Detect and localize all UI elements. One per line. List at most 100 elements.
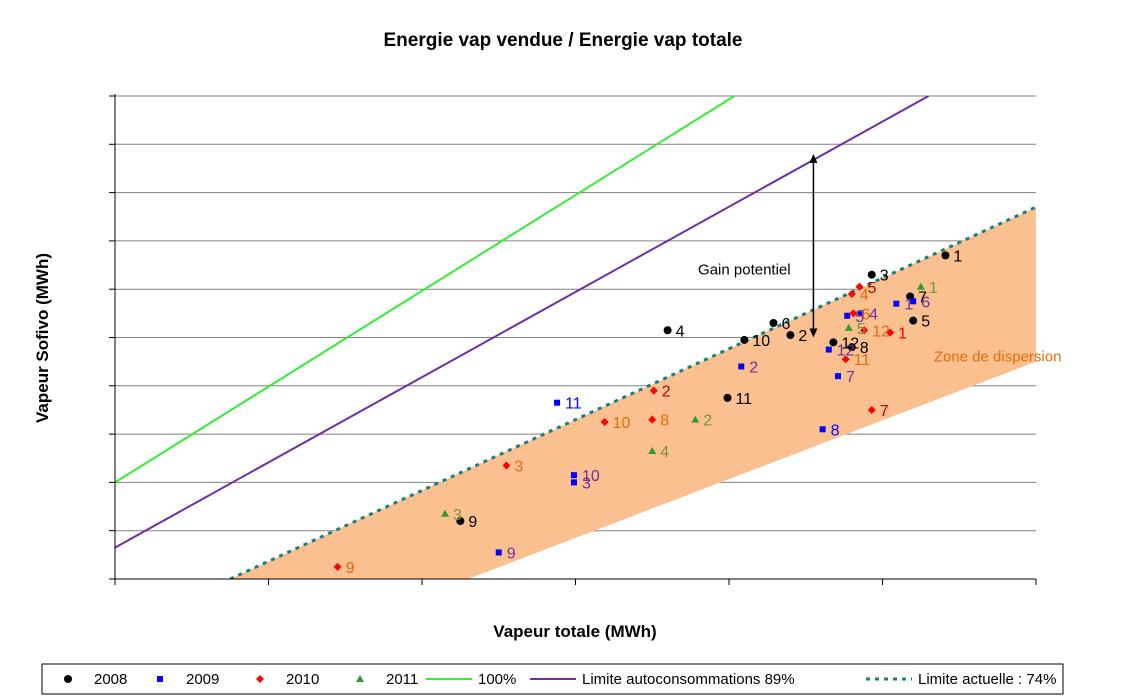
point-label: 1: [898, 326, 907, 343]
point-2010-4: [847, 290, 856, 299]
point-label: 5: [867, 280, 876, 297]
point-label: 3: [453, 507, 462, 524]
point-label: 6: [782, 316, 791, 333]
legend-label: 2011: [386, 671, 418, 688]
point-2009-2: [738, 363, 745, 370]
legend-label: 100%: [478, 671, 516, 688]
point-2011-2: [691, 415, 700, 423]
point-label: 2: [798, 328, 807, 345]
point-label: 7: [846, 369, 855, 386]
point-2010-10: [600, 418, 609, 427]
y-axis-label: Vapeur Sofivo (MWh): [33, 253, 52, 423]
point-2010-5: [855, 282, 864, 291]
point-2010-7: [867, 405, 876, 414]
point-2009-11: [554, 399, 561, 406]
reference-lines: [115, 96, 1036, 579]
point-label: 10: [752, 333, 770, 350]
point-2011-5: [844, 323, 853, 331]
point-2009-4: [858, 310, 865, 317]
point-2010-6: [849, 309, 858, 318]
point-label: 10: [613, 415, 631, 432]
point-2009-10: [570, 472, 577, 479]
ref-line-2: [229, 205, 1036, 579]
point-label: 10: [582, 468, 600, 485]
point-label: 9: [468, 514, 477, 531]
point-2010-8: [648, 415, 657, 424]
point-2009-12: [825, 346, 832, 353]
point-2008-2: [786, 331, 795, 340]
point-2010-1: [886, 328, 895, 337]
x-axis-label: Vapeur totale (MWh): [493, 622, 656, 641]
legend-marker: [157, 676, 163, 682]
point-2008-3: [867, 270, 876, 279]
point-2009-9: [495, 549, 502, 556]
point-2008-1: [941, 251, 950, 260]
legend-label: 2008: [94, 671, 127, 688]
point-label: 4: [860, 287, 869, 304]
point-2008-4: [663, 326, 672, 335]
annotation-zone-dispersion: Zone de dispersion: [934, 349, 1062, 366]
point-label: 3: [582, 475, 591, 492]
point-label: 2: [662, 384, 671, 401]
point-label: 11: [854, 352, 871, 369]
point-label: 6: [861, 306, 870, 323]
point-label: 7: [918, 289, 927, 306]
point-label: 5: [857, 321, 866, 338]
point-label: 7: [880, 403, 889, 420]
point-2009-8: [819, 426, 826, 433]
point-2008-12: [829, 338, 838, 347]
point-2010-12: [860, 326, 869, 335]
point-2011-1: [916, 282, 925, 290]
dispersion-zone-area: [230, 207, 1036, 579]
chart-title: Energie vap vendue / Energie vap totale: [383, 30, 742, 51]
point-label: 3: [514, 458, 523, 475]
point-label: 4: [676, 323, 685, 340]
point-label: 5: [921, 314, 930, 331]
point-label: 1: [929, 280, 938, 297]
point-label: 4: [869, 306, 878, 323]
point-2009-1: [893, 300, 900, 307]
point-label: 1: [953, 248, 962, 265]
point-label: 4: [660, 444, 669, 461]
point-2009-7: [834, 373, 841, 380]
point-2009-6: [910, 298, 917, 305]
point-label: 5: [855, 309, 864, 326]
legend-label: Limite actuelle : 74%: [918, 671, 1056, 688]
point-2009-5: [844, 312, 851, 319]
point-2008-11: [723, 393, 732, 402]
point-2010-2: [649, 386, 658, 395]
point-label: 8: [860, 340, 869, 357]
point-label: 2: [703, 413, 712, 430]
point-label: 12: [841, 335, 859, 352]
point-2008-6: [769, 319, 778, 328]
legend-marker: [356, 675, 364, 682]
point-2008-10: [740, 335, 749, 344]
point-label: 11: [735, 391, 752, 408]
dispersion-zone: [230, 207, 1036, 579]
point-2010-11: [841, 355, 850, 364]
point-2008-5: [909, 316, 918, 325]
legend-label: 2010: [286, 671, 319, 688]
legend-label: 2009: [186, 671, 219, 688]
axes: [109, 94, 1037, 585]
point-label: 8: [831, 422, 840, 439]
annotation-gain-potentiel: Gain potentiel: [698, 262, 791, 279]
gain-arrow-head-down: [809, 328, 818, 338]
point-2011-3: [441, 509, 450, 517]
point-label: 9: [507, 545, 516, 562]
point-2010-9: [333, 562, 342, 571]
ref-line-1: [115, 96, 930, 549]
point-2008-9: [456, 517, 465, 526]
annotations: Gain potentiel Zone de dispersion: [698, 153, 1062, 366]
point-2009-3: [570, 479, 577, 486]
point-2011-4: [648, 447, 657, 455]
point-label: 8: [660, 413, 669, 430]
point-label: 2: [749, 359, 758, 376]
point-label: 11: [565, 396, 582, 413]
legend-label: Limite autoconsommations 89%: [582, 671, 795, 688]
ref-line-0: [115, 96, 735, 484]
point-2008-8: [847, 343, 856, 352]
data-points: 1234567891011121234567891011121234567891…: [333, 248, 962, 577]
point-2010-3: [502, 461, 511, 470]
